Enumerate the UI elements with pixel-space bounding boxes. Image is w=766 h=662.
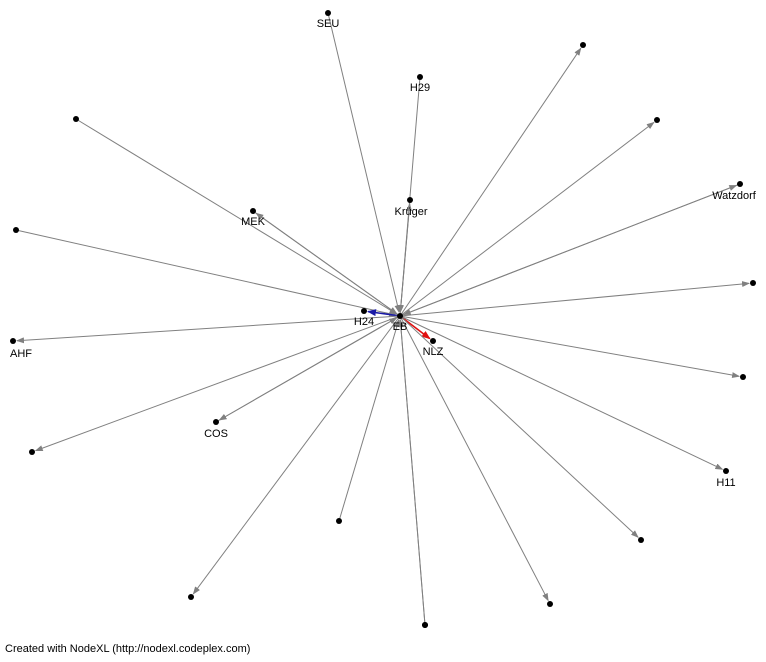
edge-eb-to-n11: [399, 315, 549, 602]
node-label-h29: H29: [410, 82, 430, 94]
node-label-nlz: NLZ: [423, 346, 444, 358]
node-label-seu: SEU: [317, 18, 340, 30]
node-eb[interactable]: [397, 313, 403, 319]
node-h11[interactable]: [723, 468, 729, 474]
node-n2[interactable]: [580, 42, 586, 48]
node-label-cos: COS: [204, 428, 228, 440]
node-mek[interactable]: [250, 208, 256, 214]
node-watzdorf[interactable]: [737, 181, 743, 187]
edge-eb-to-n9: [399, 315, 639, 538]
node-n5[interactable]: [13, 227, 19, 233]
edge-eb-to-kruger: [399, 202, 413, 317]
node-n13[interactable]: [422, 622, 428, 628]
node-n11[interactable]: [547, 601, 553, 607]
node-n8[interactable]: [336, 518, 342, 524]
edge-eb-to-h24: [366, 309, 401, 317]
edge-eb-to-n3: [399, 121, 655, 317]
node-cos[interactable]: [213, 419, 219, 425]
node-ahf[interactable]: [10, 338, 16, 344]
node-label-h11: H11: [716, 477, 735, 489]
edge-eb-to-n4: [399, 281, 751, 317]
node-n10[interactable]: [188, 594, 194, 600]
edge-eb-to-n2: [399, 47, 582, 317]
node-label-mek: MEK: [241, 216, 266, 228]
node-layer: [10, 10, 756, 628]
node-n1[interactable]: [73, 116, 79, 122]
edge-eb-to-h11: [399, 315, 724, 470]
edge-eb-to-nlz: [399, 315, 431, 340]
node-n3[interactable]: [654, 117, 660, 123]
node-label-eb: EB: [393, 321, 408, 333]
node-h24[interactable]: [361, 308, 367, 314]
label-layer: EB SEU H29 Krüger MEK Watzdorf H24 AHF NLZ COS H11: [10, 18, 757, 489]
edge-eb-to-ahf: [15, 315, 401, 344]
edge-eb-to-n7: [34, 315, 401, 452]
node-label-watzdorf: Watzdorf: [712, 190, 757, 202]
edge-seu-to-eb: [327, 12, 401, 314]
node-label-h24: H24: [354, 316, 374, 328]
node-seu[interactable]: [325, 10, 331, 16]
edge-eb-to-n6: [399, 315, 741, 379]
node-nlz[interactable]: [430, 338, 436, 344]
node-kruger[interactable]: [407, 197, 413, 203]
node-label-kruger: Krüger: [394, 206, 427, 218]
edge-layer: [15, 12, 751, 626]
edge-mek-to-eb: [252, 210, 398, 315]
edge-watzdorf-to-eb: [402, 183, 741, 316]
edge-cos-to-eb: [215, 317, 398, 423]
edge-n1-to-eb: [75, 118, 398, 315]
node-n9[interactable]: [638, 537, 644, 543]
node-n6[interactable]: [740, 374, 746, 380]
node-n4[interactable]: [750, 280, 756, 286]
footer-credit: Created with NodeXL (http://nodexl.codep…: [5, 643, 251, 655]
node-n7[interactable]: [29, 449, 35, 455]
edge-n13-to-eb: [397, 318, 426, 626]
node-label-ahf: AHF: [10, 348, 32, 360]
edge-n5-to-eb: [15, 229, 398, 317]
edge-eb-to-n10: [192, 315, 401, 595]
node-h29[interactable]: [417, 74, 423, 80]
edge-n8-to-eb: [338, 318, 400, 522]
